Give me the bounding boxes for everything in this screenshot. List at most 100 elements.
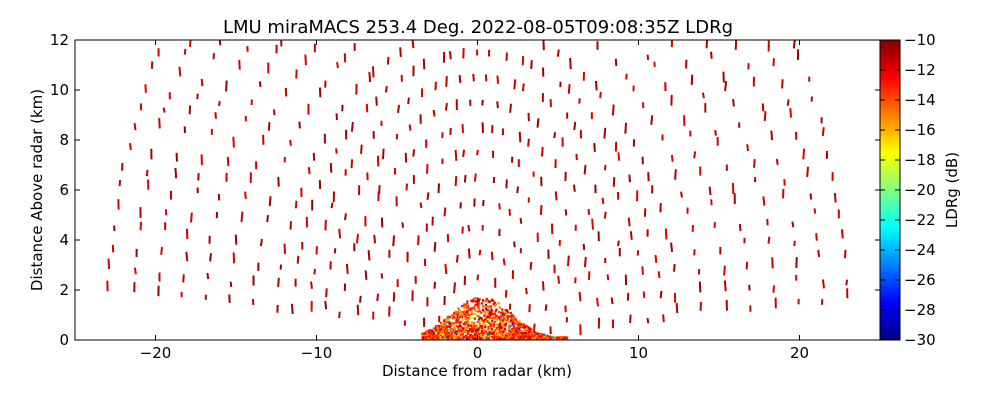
clutter-pixel xyxy=(490,335,493,338)
echo-mark xyxy=(343,213,347,221)
clutter-pixel xyxy=(505,332,509,335)
echo-mark xyxy=(313,268,317,275)
echo-mark xyxy=(616,240,620,247)
clutter-pixel xyxy=(490,332,493,335)
clutter-pixel xyxy=(501,308,504,311)
echo-mark xyxy=(556,49,560,57)
clutter-pixel xyxy=(527,332,530,335)
clutter-pixel xyxy=(465,330,468,333)
clutter-pixel xyxy=(477,304,480,307)
clutter-pixel xyxy=(461,331,464,334)
clutter-pixel xyxy=(467,321,470,324)
clutter-pixel xyxy=(490,317,493,320)
clutter-pixel xyxy=(495,321,498,325)
echo-mark xyxy=(772,285,776,293)
echo-mark xyxy=(641,102,645,109)
clutter-pixel xyxy=(495,317,498,321)
clutter-pixel xyxy=(521,332,524,335)
echo-mark xyxy=(478,249,482,256)
clutter-pixel xyxy=(465,303,468,306)
echo-mark xyxy=(454,149,458,161)
echo-mark xyxy=(355,233,359,244)
echo-mark xyxy=(738,223,742,232)
clutter-pixel xyxy=(476,314,479,318)
clutter-pixel xyxy=(489,306,492,309)
clutter-pixel xyxy=(467,309,470,312)
clutter-pixel xyxy=(437,332,440,335)
clutter-pixel xyxy=(441,323,445,326)
clutter-pixel xyxy=(464,323,467,326)
clutter-pixel xyxy=(442,337,445,340)
echo-mark xyxy=(350,159,354,169)
plot-frame xyxy=(74,39,881,341)
clutter-pixel xyxy=(466,319,469,323)
echo-mark xyxy=(572,184,576,192)
clutter-pixel xyxy=(493,317,496,320)
clutter-pixel xyxy=(501,323,504,326)
echo-mark xyxy=(185,251,189,262)
echo-mark xyxy=(444,102,448,111)
clutter-pixel xyxy=(460,329,463,333)
echo-mark xyxy=(449,51,452,60)
echo-mark xyxy=(298,121,301,129)
clutter-pixel xyxy=(455,337,459,340)
echo-mark xyxy=(567,84,571,94)
clutter-pixel xyxy=(490,309,493,312)
clutter-pixel xyxy=(510,315,513,318)
clutter-pixel xyxy=(532,329,535,332)
clutter-pixel xyxy=(515,329,518,332)
clutter-pixel xyxy=(459,310,463,314)
echo-mark xyxy=(606,274,610,281)
clutter-pixel xyxy=(513,319,516,322)
clutter-pixel xyxy=(515,327,518,330)
clutter-pixel xyxy=(485,305,488,308)
clutter-pixel xyxy=(475,334,478,338)
echo-mark xyxy=(714,130,717,136)
y-tick-label: 10 xyxy=(50,81,69,99)
y-axis-label: Distance Above radar (km) xyxy=(28,89,46,291)
clutter-pixel xyxy=(421,334,424,337)
clutter-pixel xyxy=(482,322,485,325)
clutter-pixel xyxy=(546,334,550,338)
colorbar-ticks: −10 −12 −14 −16 −18 −20 −22 −24 −26 −28 −30 xyxy=(880,31,936,349)
echo-mark xyxy=(813,208,817,214)
clutter-pixel xyxy=(506,311,509,314)
clutter-pixel xyxy=(484,330,487,333)
echo-mark xyxy=(573,121,577,131)
echo-mark xyxy=(368,71,372,83)
y-tick-label: 0 xyxy=(59,331,69,349)
clutter-pixel xyxy=(455,311,458,314)
clutter-pixel xyxy=(544,333,547,337)
clutter-pixel xyxy=(503,317,506,320)
clutter-pixel xyxy=(501,311,504,314)
clutter-pixel xyxy=(502,335,505,338)
echo-mark xyxy=(767,236,771,244)
clutter-pixel xyxy=(504,329,507,332)
clutter-pixel xyxy=(449,337,452,340)
clutter-pixel xyxy=(459,315,463,318)
clutter-pixel xyxy=(437,329,440,332)
clutter-pixel xyxy=(515,320,518,323)
clutter-pixel xyxy=(494,331,498,334)
clutter-pixel xyxy=(443,323,446,326)
clutter-pixel xyxy=(487,337,491,340)
echo-mark xyxy=(710,51,713,59)
echo-mark xyxy=(338,228,342,239)
echo-mark xyxy=(190,212,193,223)
clutter-pixel xyxy=(477,301,480,304)
echo-mark xyxy=(345,263,349,274)
clutter-pixel xyxy=(547,336,550,340)
echo-mark xyxy=(753,159,756,168)
clutter-pixel xyxy=(427,331,430,334)
clutter-pixel xyxy=(533,333,536,336)
clutter-pixel xyxy=(497,310,501,314)
clutter-pixel xyxy=(484,318,487,321)
clutter-pixel xyxy=(455,324,458,328)
clutter-pixel xyxy=(471,312,475,315)
echo-mark xyxy=(259,238,263,247)
echo-mark xyxy=(763,111,767,122)
echo-mark xyxy=(234,234,238,245)
clutter-pixel xyxy=(501,312,505,315)
echo-mark xyxy=(392,235,396,247)
echo-mark xyxy=(441,132,444,139)
